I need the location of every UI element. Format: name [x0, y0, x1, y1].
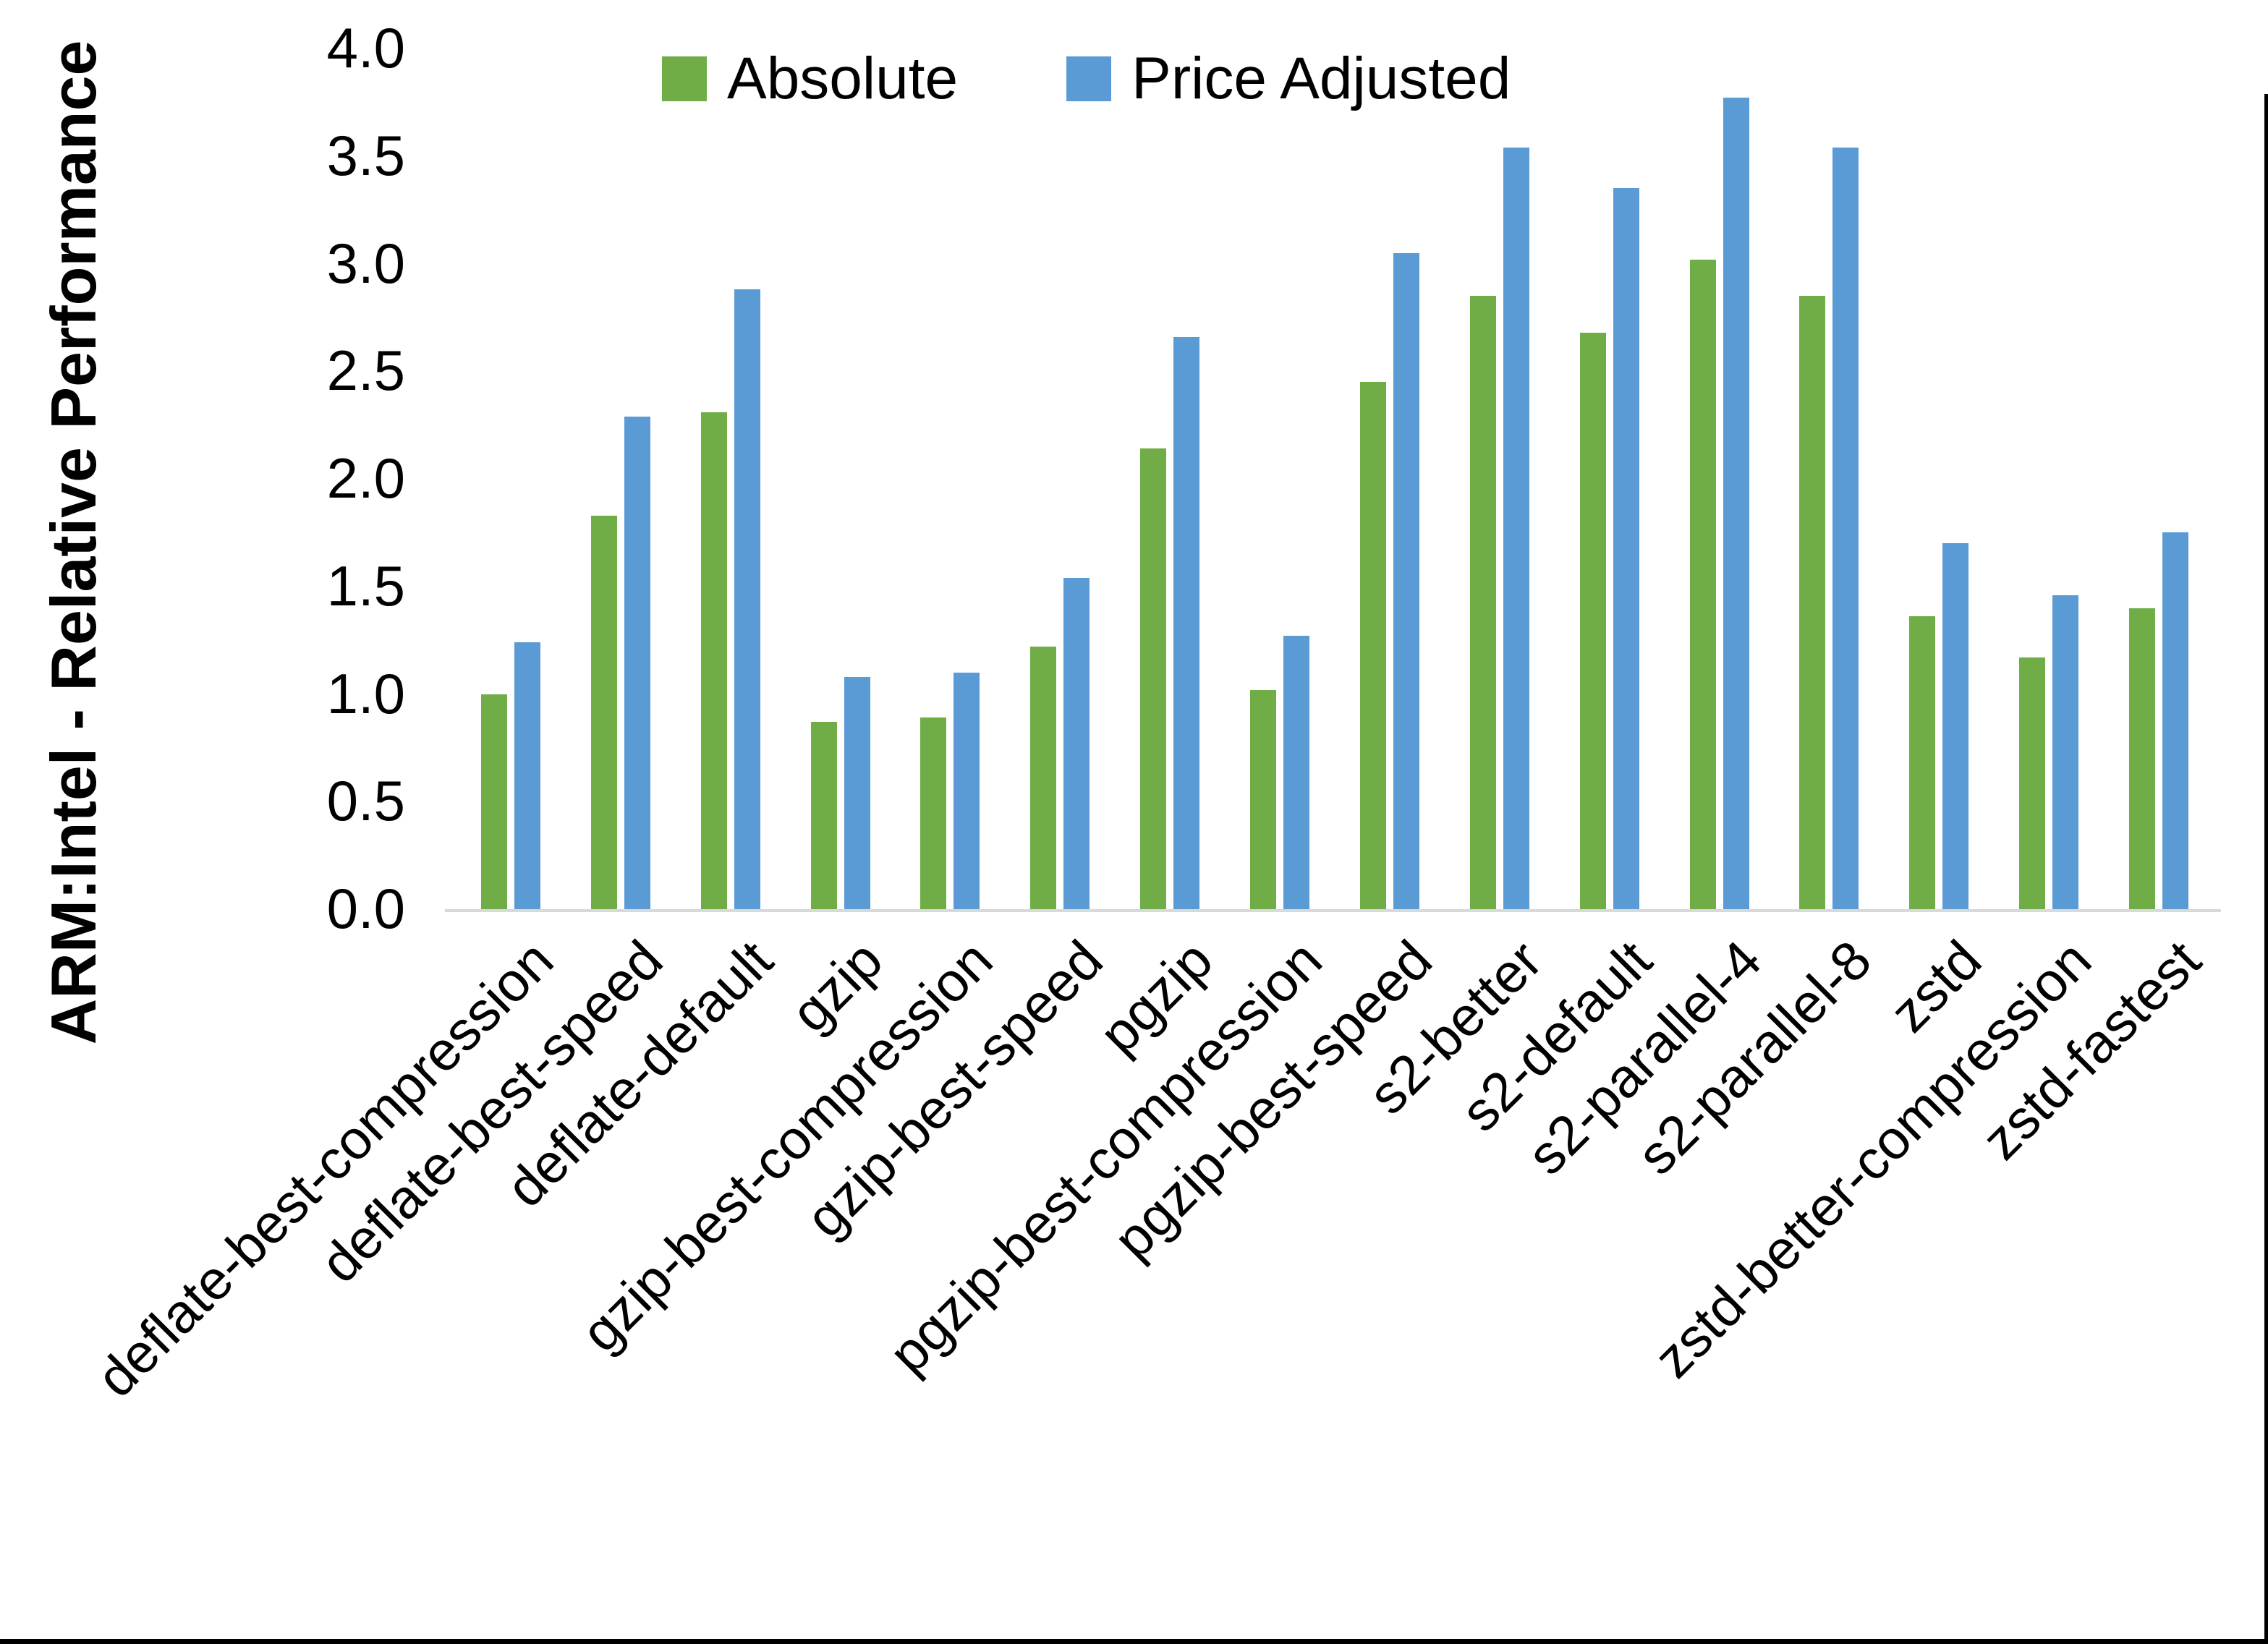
bar-price-adjusted-deflate-best-speed [624, 416, 650, 911]
y-tick-label-3.5: 3.5 [326, 123, 405, 187]
bar-absolute-deflate-best-speed [590, 515, 617, 911]
bar-absolute-s2-parallel-4 [1689, 259, 1716, 911]
y-tick-label-1.0: 1.0 [326, 661, 405, 725]
bar-absolute-deflate-default [700, 412, 727, 911]
legend-item-price-adjusted: Price Adjusted [1066, 45, 1511, 113]
bar-price-adjusted-gzip-best-compression [954, 672, 980, 911]
bar-absolute-gzip-best-compression [920, 717, 947, 911]
bar-absolute-pgzip-best-speed [1359, 382, 1386, 911]
y-tick-label-2.0: 2.0 [326, 446, 405, 510]
bar-absolute-deflate-best-compression [480, 694, 507, 911]
y-tick-label-0.0: 0.0 [326, 876, 405, 940]
y-tick-label-0.5: 0.5 [326, 769, 405, 833]
bar-price-adjusted-deflate-best-compression [514, 642, 540, 911]
bar-price-adjusted-pgzip-best-compression [1283, 636, 1310, 911]
bar-price-adjusted-gzip [844, 676, 870, 911]
image-border-bottom [0, 1639, 2268, 1644]
legend: Absolute Price Adjusted [662, 45, 1511, 113]
bar-absolute-s2-parallel-8 [1799, 296, 1826, 911]
bar-absolute-pgzip-best-compression [1250, 689, 1277, 911]
bar-absolute-gzip [810, 722, 837, 911]
bar-price-adjusted-s2-parallel-4 [1723, 98, 1749, 911]
legend-label-absolute: Absolute [727, 46, 959, 111]
bar-price-adjusted-s2-better [1503, 147, 1529, 911]
bar-price-adjusted-pgzip-best-speed [1393, 252, 1419, 911]
bar-price-adjusted-zstd-fastest [2162, 532, 2189, 911]
bar-absolute-pgzip [1140, 448, 1167, 911]
y-tick-label-2.5: 2.5 [326, 338, 405, 403]
legend-item-absolute: Absolute [662, 45, 958, 113]
bar-price-adjusted-s2-default [1613, 188, 1639, 911]
y-axis-title: ARM:Intel - Relative Performance [38, 40, 109, 1045]
bar-absolute-zstd-better-compression [2019, 657, 2046, 911]
x-tick-label-deflate-best-compression: deflate-best-compression [85, 929, 565, 1410]
bar-price-adjusted-zstd [1942, 543, 1969, 911]
bar-absolute-gzip-best-speed [1030, 647, 1057, 911]
bar-price-adjusted-s2-parallel-8 [1832, 147, 1859, 911]
y-tick-label-4.0: 4.0 [326, 15, 405, 80]
y-tick-label-1.5: 1.5 [326, 553, 405, 618]
bar-absolute-zstd [1909, 616, 1936, 911]
image-border-right [2264, 94, 2268, 1644]
y-tick-label-3.0: 3.0 [326, 231, 405, 295]
bar-price-adjusted-zstd-better-compression [2052, 595, 2079, 911]
legend-label-price-adjusted: Price Adjusted [1131, 46, 1511, 111]
plot-area [456, 51, 2214, 911]
bar-absolute-s2-better [1469, 296, 1496, 911]
bar-price-adjusted-pgzip [1173, 336, 1200, 911]
legend-swatch-price-adjusted [1066, 56, 1112, 101]
bar-price-adjusted-deflate-default [734, 289, 760, 911]
bar-absolute-s2-default [1579, 332, 1606, 911]
x-axis-line [445, 909, 2221, 912]
bar-price-adjusted-gzip-best-speed [1063, 577, 1090, 911]
bar-absolute-zstd-fastest [2129, 608, 2156, 911]
legend-swatch-absolute [662, 56, 707, 101]
